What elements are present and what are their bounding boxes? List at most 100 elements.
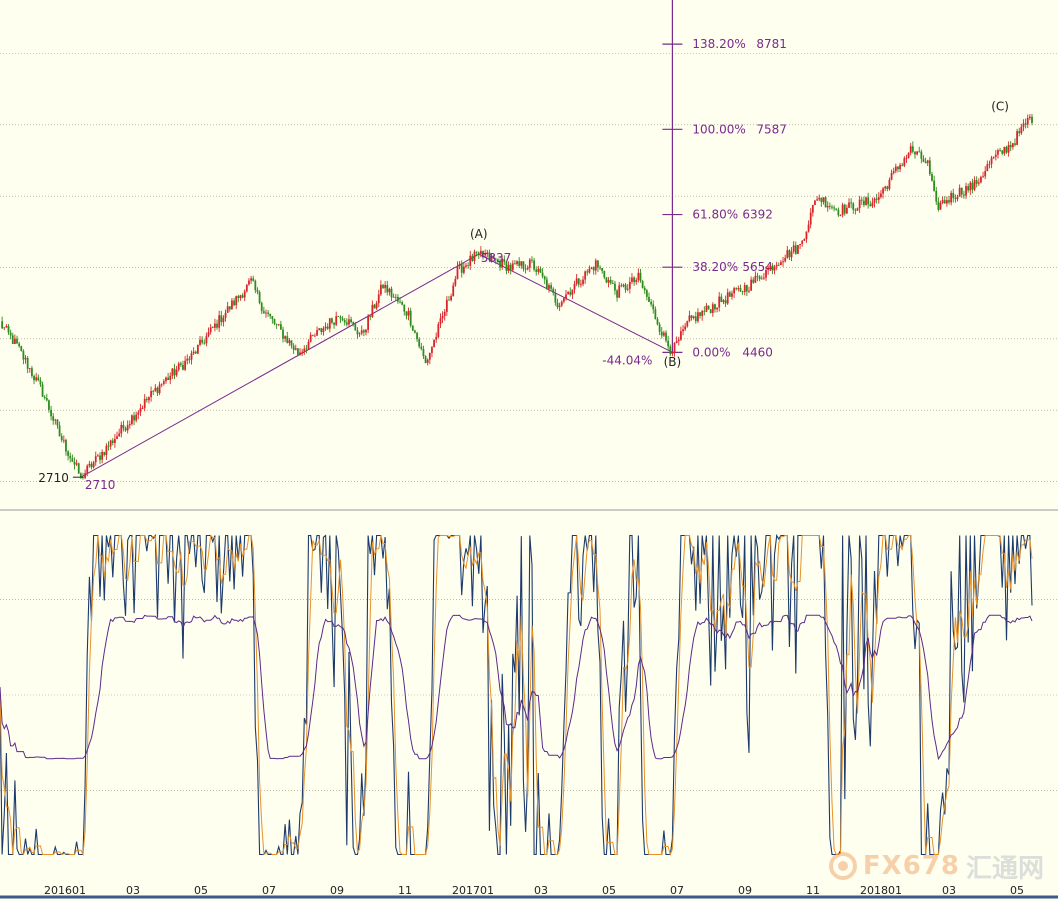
candle-body	[28, 368, 31, 370]
candle-body	[452, 285, 455, 297]
candle-body	[60, 436, 63, 441]
candle-body	[539, 268, 542, 273]
candle-body	[533, 260, 535, 270]
candle-body	[594, 260, 597, 271]
candle-body	[337, 316, 340, 317]
candle-body	[131, 415, 133, 425]
candle-body	[765, 270, 767, 278]
candle-body	[218, 315, 221, 328]
candle-body	[626, 288, 629, 290]
watermark-cn: 汇通网	[965, 853, 1044, 884]
candle-body	[645, 290, 648, 297]
candle-body	[465, 265, 467, 267]
x-tick-label: 07	[670, 884, 684, 897]
candle-body	[726, 292, 729, 304]
candle-body	[941, 200, 944, 203]
candle-body	[980, 176, 982, 183]
candle-body	[699, 312, 701, 316]
candle-body	[660, 331, 663, 336]
candle-body	[686, 321, 689, 327]
candle-body	[96, 455, 99, 457]
candle-body	[965, 186, 967, 196]
candle-body	[845, 207, 848, 214]
candle-body	[503, 258, 506, 262]
candle-body	[667, 340, 670, 347]
candle-body	[803, 239, 806, 241]
grid-lines	[0, 53, 1058, 899]
candle-body	[139, 408, 142, 413]
wave-label: (B)	[664, 355, 682, 369]
candle-body	[822, 197, 825, 203]
candle-body	[624, 284, 627, 290]
candle-body	[562, 298, 565, 302]
candle-body	[505, 261, 508, 271]
candle-body	[550, 285, 553, 289]
candle-body	[292, 345, 295, 350]
candle-body	[524, 268, 527, 270]
candle-body	[414, 330, 416, 333]
candle-body	[865, 197, 867, 205]
candle-body	[279, 324, 282, 330]
candle-body	[886, 186, 889, 190]
candle-body	[77, 463, 80, 474]
candle-body	[692, 316, 695, 318]
candle-body	[177, 363, 180, 370]
candle-body	[701, 311, 704, 316]
candle-body	[326, 326, 329, 329]
candle-body	[265, 312, 267, 314]
candle-body	[509, 264, 512, 270]
candle-body	[582, 279, 584, 285]
candle-body	[5, 326, 8, 328]
candle-body	[152, 391, 155, 392]
candle-body	[782, 261, 784, 263]
candle-body	[371, 304, 374, 317]
candle-body	[558, 305, 561, 308]
candle-body	[671, 352, 674, 355]
x-tick-label: 05	[194, 884, 208, 897]
candle-body	[907, 153, 910, 158]
candle-body	[416, 332, 418, 340]
fib-value-label: 6392	[742, 208, 773, 222]
x-tick-label: 03	[942, 884, 956, 897]
candle-body	[324, 326, 327, 329]
candle-body	[963, 194, 965, 196]
candle-body	[1020, 126, 1023, 134]
candle-body	[731, 293, 733, 297]
candle-body	[467, 265, 470, 267]
candle-body	[86, 465, 89, 474]
candle-body	[869, 204, 872, 207]
candle-body	[543, 276, 546, 280]
candle-body	[386, 285, 389, 293]
candle-body	[222, 317, 225, 323]
candle-body	[567, 292, 570, 295]
candle-body	[88, 463, 91, 466]
candle-body	[169, 375, 172, 380]
candle-body	[760, 278, 763, 280]
candle-body	[145, 398, 148, 401]
x-tick-label: 201801	[860, 884, 902, 897]
candle-body	[109, 440, 112, 447]
candle-body	[435, 336, 438, 340]
candle-body	[1001, 150, 1004, 154]
candle-body	[1009, 145, 1012, 148]
candle-body	[7, 326, 10, 333]
x-axis: 201601 03 05 07 09 11 201701 03 05 07 09 11 201801 03…	[44, 884, 1024, 897]
candle-body	[48, 400, 50, 410]
candle-body	[1018, 131, 1021, 134]
candle-body	[254, 280, 257, 291]
candle-body	[754, 275, 757, 283]
candle-body	[992, 156, 995, 158]
candle-body	[75, 463, 78, 465]
candle-body	[680, 331, 682, 340]
wave-label: (C)	[991, 100, 1009, 114]
candle-body	[797, 245, 799, 254]
candle-body	[677, 339, 680, 342]
candle-body	[250, 278, 252, 281]
candle-body	[639, 272, 642, 281]
candle-body	[350, 319, 352, 323]
candle-body	[577, 278, 580, 285]
candle-body	[903, 158, 906, 166]
candle-body	[590, 267, 593, 269]
candle-body	[101, 451, 104, 460]
candle-body	[133, 415, 135, 421]
